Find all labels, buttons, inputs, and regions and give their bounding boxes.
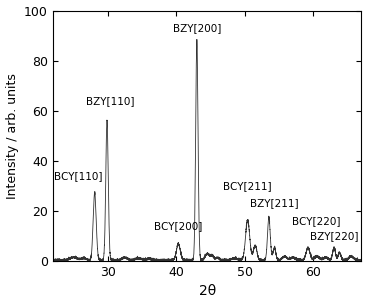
Text: BZY[110]: BZY[110] <box>86 96 134 106</box>
Text: BZY[200]: BZY[200] <box>173 23 221 33</box>
Text: BCY[220]: BCY[220] <box>291 216 340 226</box>
Text: BCY[110]: BCY[110] <box>54 171 103 181</box>
Text: BCY[200]: BCY[200] <box>154 221 203 231</box>
Text: BCY[211]: BCY[211] <box>223 181 272 191</box>
Text: BZY[220]: BZY[220] <box>310 231 358 241</box>
Text: BZY[211]: BZY[211] <box>250 199 299 209</box>
Y-axis label: Intensity / arb. units: Intensity / arb. units <box>6 73 18 199</box>
X-axis label: 2θ: 2θ <box>199 285 216 299</box>
